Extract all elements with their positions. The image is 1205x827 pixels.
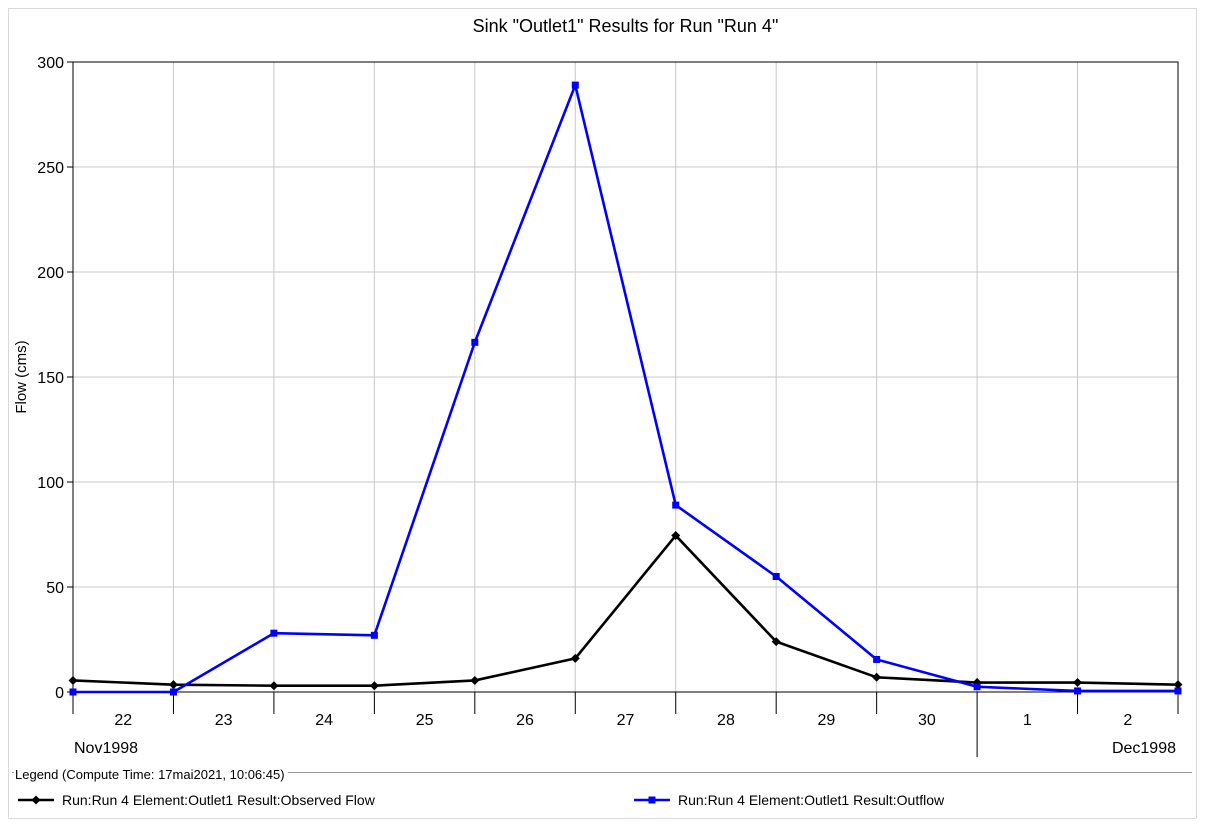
y-tick-label: 250: [37, 160, 64, 177]
y-tick-label: 200: [37, 265, 64, 282]
series-line-observed-flow: [72, 534, 1179, 688]
y-tick-label: 150: [37, 370, 64, 387]
series-line-outflow: [73, 83, 1178, 694]
x-tick-label: 28: [717, 712, 735, 729]
data-point-outflow: [973, 683, 981, 691]
data-point-outflow: [571, 81, 579, 89]
x-tick-label: 29: [818, 712, 836, 729]
legend: Legend (Compute Time: 17mai2021, 10:06:4…: [8, 762, 1197, 819]
data-point-outflow: [1174, 687, 1182, 695]
x-tick-label: 1: [1023, 712, 1032, 729]
data-point-observed-flow: [872, 672, 882, 682]
y-tick-label: 100: [37, 475, 64, 492]
chart-title: Sink "Outlet1" Results for Run "Run 4": [473, 16, 779, 36]
data-point-outflow: [672, 501, 680, 509]
x-tick-label: 25: [416, 712, 434, 729]
data-point-outflow: [873, 655, 881, 663]
chart-canvas: Sink "Outlet1" Results for Run "Run 4" 0 5…: [13, 16, 1183, 757]
y-tick-label: 0: [55, 685, 64, 702]
data-point-observed-flow: [369, 681, 379, 691]
chart-frame: Sink "Outlet1" Results for Run "Run 4" 0 5…: [8, 8, 1197, 819]
legend-swatch-outflow: [634, 796, 670, 804]
x-tick-label: 27: [617, 712, 635, 729]
month-label-dec: Dec1998: [1112, 740, 1176, 757]
legend-item-outflow: Run:Run 4 Element:Outlet1 Result:Outflow: [634, 792, 944, 808]
data-point-observed-flow: [470, 675, 480, 685]
data-point-observed-flow: [771, 637, 781, 647]
legend-label-observed-flow: Run:Run 4 Element:Outlet1 Result:Observe…: [62, 792, 375, 808]
y-tick-label: 50: [46, 580, 64, 597]
legend-label-outflow: Run:Run 4 Element:Outlet1 Result:Outflow: [678, 792, 945, 808]
month-label-nov: Nov1998: [74, 740, 138, 757]
y-tick-label: 300: [37, 55, 64, 72]
x-tick-label: 2: [1123, 712, 1132, 729]
x-tick-label: 30: [918, 712, 936, 729]
data-point-observed-flow: [269, 681, 279, 691]
data-point-observed-flow: [1073, 678, 1083, 688]
legend-swatch-observed-flow: [18, 795, 54, 805]
data-point-outflow: [471, 338, 479, 346]
x-tick-label: 23: [215, 712, 233, 729]
data-point-outflow: [1074, 687, 1082, 695]
legend-item-observed-flow: Run:Run 4 Element:Outlet1 Result:Observe…: [18, 792, 375, 808]
data-point-observed-flow: [68, 675, 78, 685]
x-tick-label: 26: [516, 712, 534, 729]
x-tick-label: 22: [114, 712, 132, 729]
data-point-outflow: [370, 631, 378, 639]
data-point-observed-flow: [1173, 680, 1183, 690]
data-point-outflow: [270, 629, 278, 637]
data-point-outflow: [169, 688, 177, 696]
data-point-observed-flow: [671, 531, 681, 541]
legend-caption: Legend (Compute Time: 17mai2021, 10:06:4…: [14, 767, 288, 782]
legend-box: [12, 772, 1192, 816]
plot-border: [72, 61, 1179, 693]
y-axis-label: Flow (cms): [13, 340, 30, 413]
data-point-outflow: [772, 573, 780, 580]
x-tick-label: 24: [315, 712, 333, 729]
data-point-outflow: [69, 688, 77, 696]
data-point-observed-flow: [570, 653, 580, 663]
data-point-observed-flow: [168, 680, 178, 690]
